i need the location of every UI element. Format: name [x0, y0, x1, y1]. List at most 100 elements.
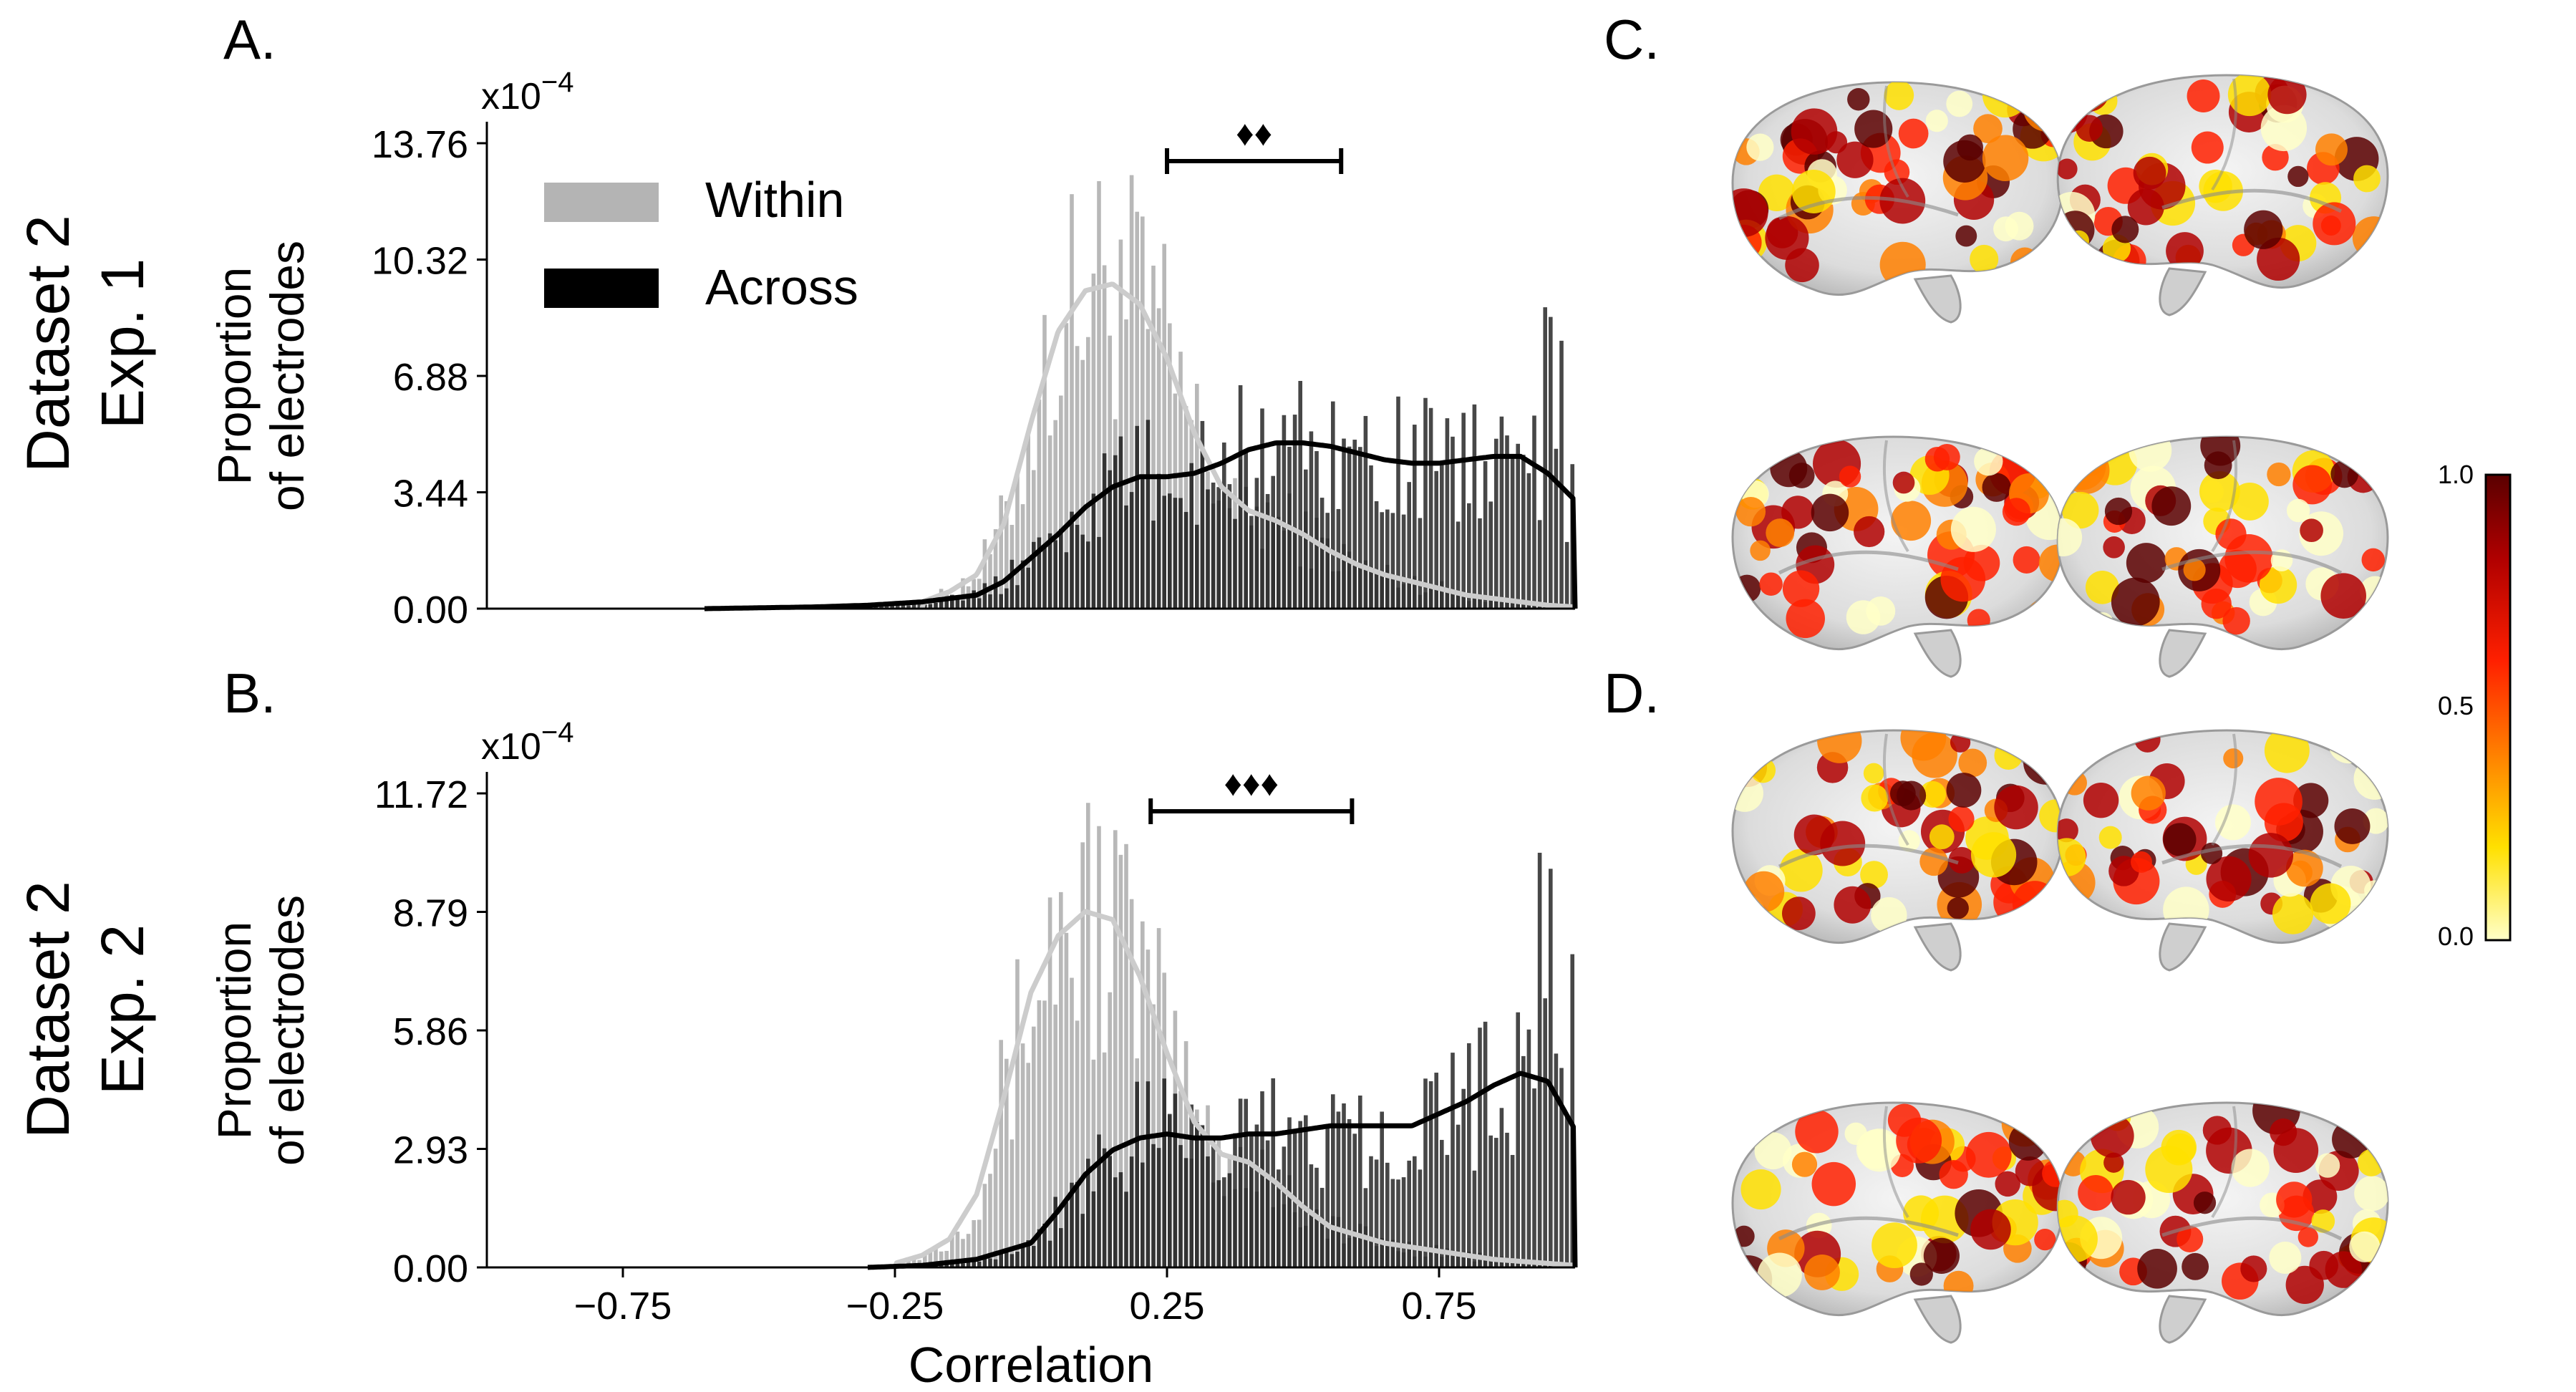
electrode-spot: [2267, 462, 2291, 487]
electrode-spot: [1793, 814, 1835, 856]
bar-across: [1451, 1053, 1455, 1267]
y-label-line1: Proportion: [208, 922, 261, 1140]
electrode-spot: [2315, 1153, 2340, 1178]
electrode-spot: [2182, 1252, 2209, 1280]
electrode-spot: [2098, 826, 2122, 849]
bar-across: [972, 590, 976, 609]
electrode-spot: [2218, 549, 2257, 589]
bar-across: [1347, 446, 1352, 609]
x-tick-label: −0.25: [846, 1285, 944, 1328]
bar-across: [1472, 1170, 1477, 1267]
electrode-spot: [1919, 780, 1947, 808]
electrode-spot: [2103, 536, 2125, 559]
bar-within: [1070, 194, 1074, 609]
bar-within: [1195, 383, 1199, 609]
x-tick-label: −0.75: [574, 1285, 672, 1328]
electrode-spot: [2191, 131, 2224, 164]
electrode-spot: [2200, 842, 2223, 864]
electrode-spot: [1817, 730, 1862, 763]
bar-across: [1075, 1181, 1080, 1267]
electrode-spot: [2062, 770, 2087, 796]
bar-across: [1129, 492, 1134, 609]
bar-within: [1124, 844, 1128, 1267]
bar-across: [906, 605, 911, 609]
bar-across: [1183, 511, 1188, 609]
electrode-spot: [1982, 473, 2011, 502]
bar-across: [917, 604, 921, 609]
bar-across: [977, 1261, 982, 1267]
electrode-spot: [2013, 546, 2040, 574]
electrode-spot: [2313, 202, 2356, 246]
bar-across: [1271, 1078, 1275, 1267]
bar-within: [1156, 308, 1161, 609]
bar-across: [1168, 1113, 1172, 1267]
panel-label-d: D.: [1604, 662, 1660, 725]
electrode-spot: [2353, 758, 2388, 800]
bar-within: [928, 1248, 933, 1267]
bar-within: [1141, 921, 1145, 1267]
sulcus-line: [2161, 1216, 2343, 1241]
electrode-spot: [2137, 1248, 2177, 1289]
bar-across: [1342, 438, 1346, 609]
bar-across: [1352, 1134, 1357, 1267]
y-tick-label: 0.00: [393, 589, 468, 632]
electrode-spot: [2039, 799, 2063, 833]
electrode-spot: [1896, 1117, 1942, 1164]
bar-across: [1494, 1138, 1498, 1267]
bar-within: [1070, 977, 1074, 1267]
electrode-spot: [2286, 498, 2310, 523]
electrode-spot: [2292, 465, 2333, 505]
bar-within: [982, 539, 987, 609]
bar-across: [1374, 1159, 1379, 1267]
bar-within: [1004, 1058, 1009, 1267]
bar-across: [1227, 1173, 1232, 1267]
bar-across: [1478, 518, 1482, 609]
bar-across: [1505, 1132, 1509, 1267]
electrode-spot: [2015, 1156, 2045, 1186]
bar-across: [1080, 534, 1085, 609]
y-label: Proportion of electrodes: [208, 895, 314, 1166]
bar-within: [934, 1246, 938, 1267]
bar-across: [890, 604, 894, 609]
bar-across: [982, 583, 987, 609]
electrode-spot: [2111, 577, 2160, 627]
bar-across: [1407, 482, 1411, 609]
bar-across: [1244, 1098, 1248, 1267]
bar-across: [1320, 498, 1325, 609]
bar-across: [1413, 425, 1417, 609]
electrode-spot: [2062, 491, 2099, 529]
bar-across: [1265, 1140, 1270, 1267]
bar-across: [1478, 1028, 1482, 1267]
bar-within: [1097, 181, 1101, 609]
electrode-spot: [2166, 232, 2204, 270]
bar-across: [999, 594, 1003, 609]
bar-across: [1146, 1081, 1151, 1267]
bar-within: [1113, 830, 1118, 1267]
bar-across: [1282, 415, 1287, 609]
bar-across: [1042, 1223, 1047, 1267]
brain-stem: [1913, 922, 1962, 972]
bar-across: [1195, 1122, 1199, 1267]
electrode-spot: [2151, 486, 2192, 526]
brain-map: [1731, 81, 2064, 324]
row-label-exp1-line2: Exp. 1: [89, 258, 156, 429]
row-label-exp1: Dataset 2 Exp. 1: [14, 215, 156, 473]
electrode-spot: [2127, 188, 2164, 226]
bar-within: [982, 1184, 987, 1267]
bar-across: [1015, 585, 1020, 609]
bar-across: [1233, 1133, 1237, 1267]
bar-across: [1118, 1172, 1123, 1267]
bar-across: [1488, 1135, 1493, 1267]
bar-across: [1396, 396, 1400, 609]
y-tick-label: 8.79: [393, 892, 468, 935]
bar-across: [1195, 524, 1199, 609]
bar-across: [1369, 465, 1373, 609]
sulcus-line: [2161, 844, 2343, 869]
electrode-spot: [2358, 449, 2381, 471]
bar-across: [1336, 508, 1341, 609]
colorbar-tick-low: 0.0: [2438, 922, 2474, 951]
bar-across: [1451, 436, 1455, 609]
electrode-spot: [1948, 806, 1975, 832]
electrode-spot: [2230, 483, 2269, 521]
y-tick-label: 3.44: [393, 473, 468, 516]
